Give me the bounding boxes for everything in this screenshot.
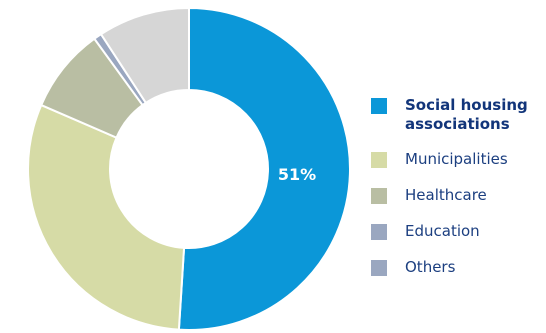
legend-item-municipalities: Municipalities bbox=[371, 150, 541, 169]
legend-label-municipalities: Municipalities bbox=[405, 150, 508, 168]
donut-slice-others bbox=[99, 6, 190, 105]
legend-swatch-social-housing-associations bbox=[371, 98, 387, 114]
donut-slice-municipalities bbox=[27, 103, 186, 331]
legend-label-healthcare: Healthcare bbox=[405, 186, 487, 204]
legend-swatch-education bbox=[371, 224, 387, 240]
legend-label-social-housing-associations: Social housing associations bbox=[405, 96, 528, 133]
legend-item-healthcare: Healthcare bbox=[371, 186, 541, 205]
legend-swatch-municipalities bbox=[371, 152, 387, 168]
legend-label-education: Education bbox=[405, 222, 480, 240]
legend-item-education: Education bbox=[371, 222, 541, 241]
slice-value-label-social-housing: 51% bbox=[278, 165, 316, 184]
legend-item-others: Others bbox=[371, 258, 541, 277]
legend-swatch-healthcare bbox=[371, 188, 387, 204]
chart-legend: Social housing associations Municipaliti… bbox=[371, 96, 541, 294]
donut-slice-social-housing-associations bbox=[177, 6, 352, 331]
legend-item-social-housing-associations: Social housing associations bbox=[371, 96, 541, 134]
legend-label-others: Others bbox=[405, 258, 456, 276]
legend-swatch-others bbox=[371, 260, 387, 276]
